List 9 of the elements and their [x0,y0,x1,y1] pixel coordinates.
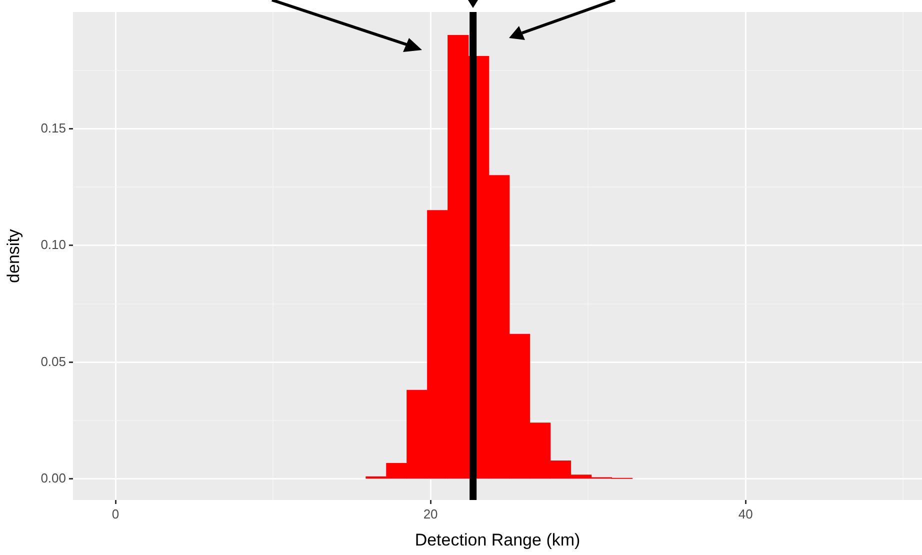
y-tick-label: 0.05 [40,354,66,369]
x-tick-label: 20 [423,506,438,522]
y-tick-label: 0.10 [40,237,66,252]
text: 0.00 [40,470,66,486]
y-tick-label: 0.15 [40,120,66,136]
x-tick-label: 40 [738,506,753,522]
y-axis-title: density [4,228,23,283]
x-axis-title: Detection Range (km) [414,530,580,550]
x-tick-label: 0 [112,506,120,522]
